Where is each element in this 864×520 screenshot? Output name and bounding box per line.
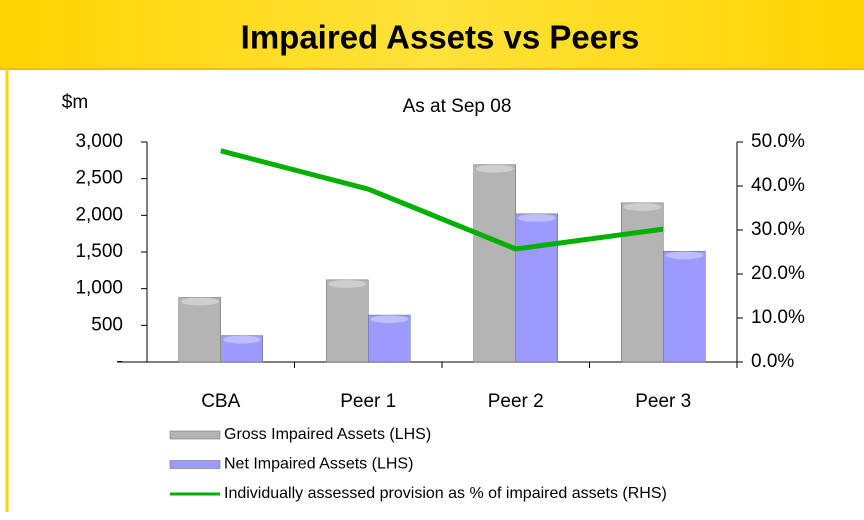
- legend-swatch: [169, 460, 221, 469]
- y-tick-label: 3,000: [75, 131, 123, 152]
- bar-cap: [328, 279, 367, 288]
- bar-cap: [222, 335, 261, 344]
- legend-label: Individually assessed provision as % of …: [224, 485, 667, 502]
- bar: [220, 335, 263, 363]
- bar-cap: [623, 202, 662, 211]
- y2-tick-label: 20.0%: [751, 263, 805, 284]
- y2-tick-label: 10.0%: [751, 307, 805, 328]
- x-tick-label: Peer 2: [488, 391, 544, 412]
- x-tick-label: Peer 1: [340, 391, 396, 412]
- x-tick-label: Peer 3: [635, 391, 691, 412]
- bar: [663, 251, 706, 363]
- bar: [473, 164, 516, 363]
- y-tick-label: 2,500: [75, 168, 123, 189]
- chart-title: Impaired Assets vs Peers: [241, 19, 640, 56]
- line-series: [220, 148, 664, 252]
- bar: [515, 213, 558, 363]
- legend-label: Net Impaired Assets (LHS): [224, 456, 413, 473]
- bar: [178, 297, 221, 363]
- bar-cap: [517, 213, 556, 222]
- y2-tick-label: 30.0%: [751, 219, 805, 240]
- y-tick-label: 1,000: [75, 278, 123, 299]
- bar-cap: [180, 297, 219, 306]
- y-tick-label: 2,000: [75, 204, 123, 225]
- bar: [368, 314, 411, 363]
- y2-tick-label: 50.0%: [751, 131, 805, 152]
- header-bar: [0, 0, 864, 68]
- y-axis-label: $m: [62, 92, 88, 113]
- y-tick-label: -: [117, 351, 123, 372]
- y2-tick-label: 0.0%: [751, 351, 794, 372]
- bar: [326, 279, 369, 363]
- bar: [621, 202, 664, 363]
- legend-swatch: [169, 430, 221, 440]
- chart-subtitle: As at Sep 08: [403, 96, 512, 117]
- bar-cap: [370, 315, 409, 324]
- bar-cap: [475, 164, 514, 173]
- y-tick-label: 500: [91, 314, 123, 335]
- x-tick-label: CBA: [201, 391, 240, 412]
- y-tick-label: 1,500: [75, 241, 123, 262]
- y2-tick-label: 40.0%: [751, 175, 805, 196]
- bar-cap: [665, 251, 704, 260]
- legend-label: Gross Impaired Assets (LHS): [224, 426, 431, 443]
